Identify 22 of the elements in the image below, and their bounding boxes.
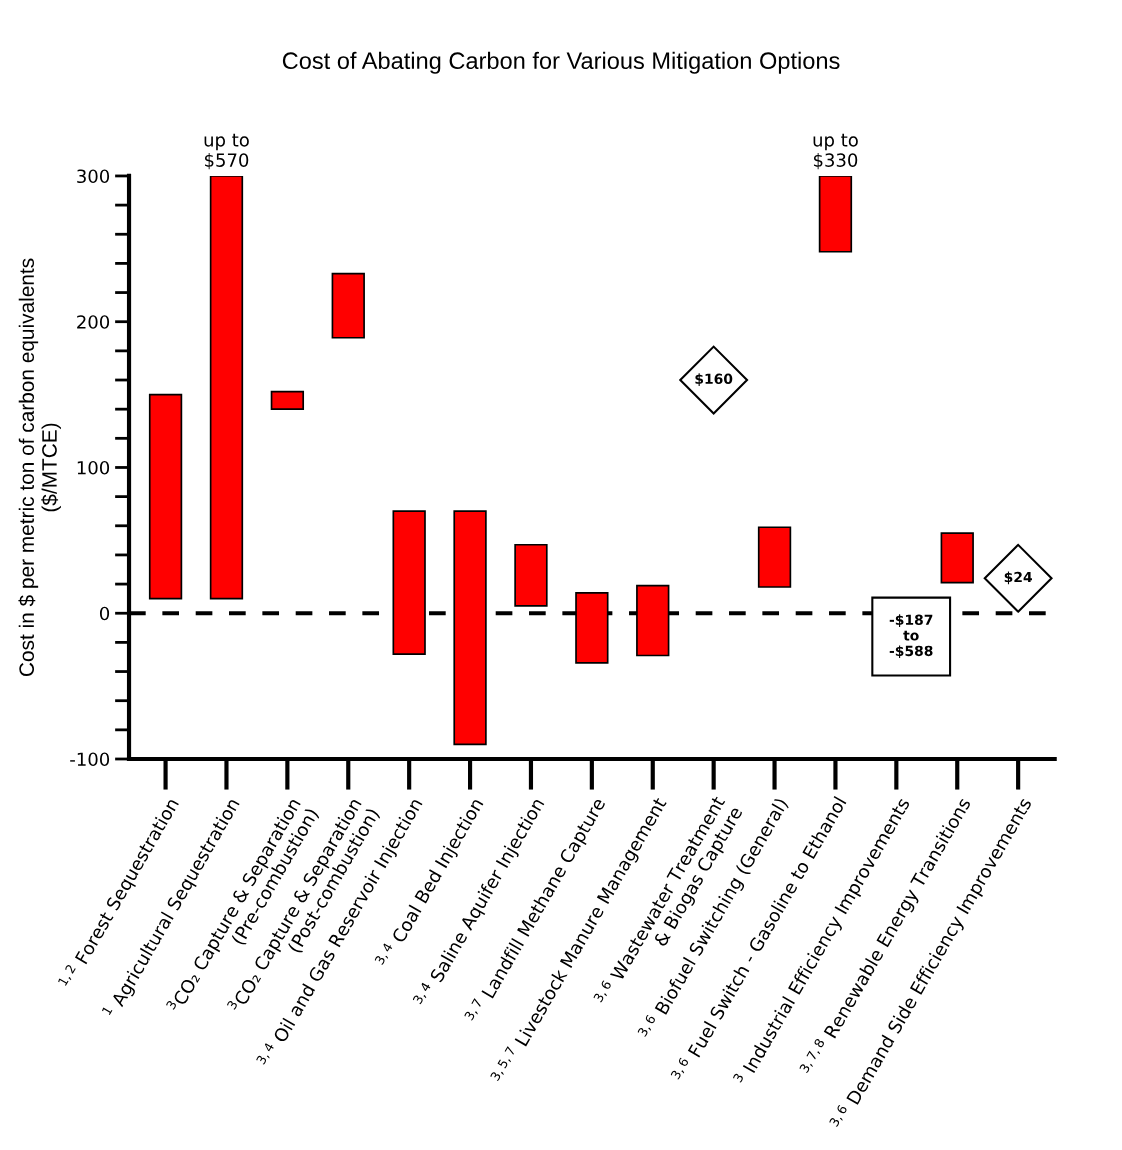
- y-axis-title: Cost in $ per metric ton of carbon equivalents ($/MTCE): [18, 258, 61, 676]
- y-tick-label: 200: [77, 315, 110, 329]
- data-label: $24: [1004, 571, 1032, 585]
- bar: [148, 393, 183, 600]
- bar: [940, 532, 974, 584]
- y-tick-label: 0: [99, 606, 110, 621]
- annotation: up to $570: [204, 133, 249, 170]
- y-tick-label: -100: [70, 752, 110, 767]
- bar: [757, 526, 792, 588]
- bar: [392, 510, 426, 655]
- bar: [453, 510, 487, 746]
- bar: [818, 175, 853, 253]
- annotation: up to $330: [813, 133, 858, 170]
- bar: [209, 175, 244, 600]
- bar: [270, 390, 305, 411]
- data-label: $160: [695, 373, 733, 386]
- chart-title: Cost of Abating Carbon for Various Mitigation Options: [282, 51, 840, 74]
- y-tick-label: 100: [77, 460, 110, 475]
- y-tick-label: 300: [77, 169, 110, 184]
- bar: [514, 543, 548, 607]
- bar: [331, 272, 365, 339]
- annotation: -$187 to -$588: [889, 614, 933, 658]
